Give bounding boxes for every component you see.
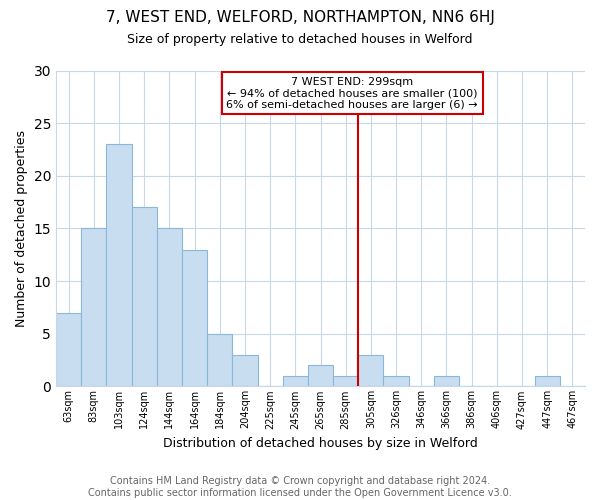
Bar [157,228,182,386]
Bar [182,250,207,386]
Y-axis label: Number of detached properties: Number of detached properties [15,130,28,327]
Bar [283,376,308,386]
Bar [131,208,157,386]
Text: 7, WEST END, WELFORD, NORTHAMPTON, NN6 6HJ: 7, WEST END, WELFORD, NORTHAMPTON, NN6 6… [106,10,494,25]
Bar [434,376,459,386]
Bar [383,376,409,386]
Bar [333,376,358,386]
X-axis label: Distribution of detached houses by size in Welford: Distribution of detached houses by size … [163,437,478,450]
Bar [535,376,560,386]
Text: Size of property relative to detached houses in Welford: Size of property relative to detached ho… [127,32,473,46]
Text: 7 WEST END: 299sqm
← 94% of detached houses are smaller (100)
6% of semi-detache: 7 WEST END: 299sqm ← 94% of detached hou… [226,77,478,110]
Bar [56,312,81,386]
Bar [81,228,106,386]
Bar [207,334,232,386]
Bar [106,144,131,386]
Bar [232,355,257,386]
Bar [308,366,333,386]
Bar [358,355,383,386]
Text: Contains HM Land Registry data © Crown copyright and database right 2024.
Contai: Contains HM Land Registry data © Crown c… [88,476,512,498]
